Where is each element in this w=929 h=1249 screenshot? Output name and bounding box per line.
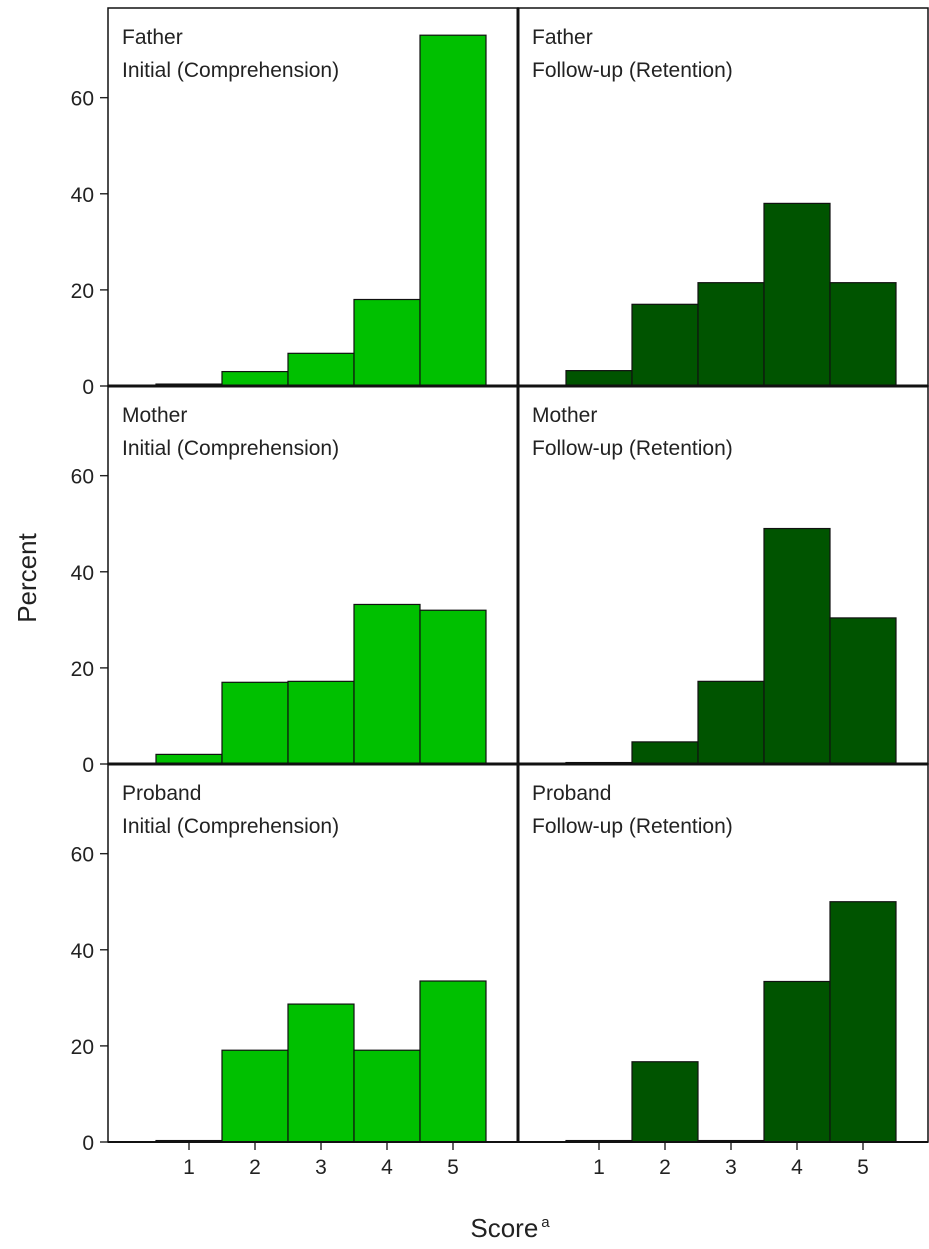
bar-proband-followup-score-4 [763, 980, 831, 1143]
panel-phase-label: Follow-up (Retention) [532, 815, 733, 838]
bar-proband-initial-score-5 [419, 980, 487, 1143]
bar-mother-initial-score-2 [221, 681, 289, 765]
bar-mother-followup-score-5 [829, 617, 897, 765]
panel-group-label: Proband [532, 782, 611, 805]
y-axis-label: Percent [12, 532, 42, 622]
panel-group-label: Proband [122, 782, 201, 805]
y-tick-label: 40 [71, 184, 94, 207]
bar-mother-initial-score-5 [419, 609, 487, 765]
bar-father-initial-score-2 [221, 370, 289, 387]
y-tick-label: 60 [71, 88, 94, 111]
panel-phase-label: Initial (Comprehension) [122, 59, 339, 82]
panel-group-label: Mother [532, 404, 597, 427]
x-tick-label: 3 [725, 1156, 737, 1179]
bar-father-initial-score-5 [419, 34, 487, 387]
x-axis-label: Score a [470, 1213, 550, 1243]
x-tick-label: 2 [249, 1156, 261, 1179]
panel-group-label: Mother [122, 404, 187, 427]
bar-proband-followup-score-5 [829, 901, 897, 1143]
bar-proband-initial-score-2 [221, 1049, 289, 1143]
x-tick-label: 5 [857, 1156, 869, 1179]
bar-father-followup-score-5 [829, 282, 897, 387]
y-tick-label: 60 [71, 466, 94, 489]
bar-proband-initial-score-3 [287, 1003, 355, 1143]
x-axis-label-superscript: a [541, 1214, 550, 1231]
x-tick-label: 5 [447, 1156, 459, 1179]
bar-mother-initial-score-4 [353, 603, 421, 765]
bar-father-followup-score-3 [697, 282, 765, 387]
y-tick-label: 40 [71, 940, 94, 963]
panel-phase-label: Initial (Comprehension) [122, 437, 339, 460]
bar-mother-followup-score-4 [763, 527, 831, 765]
x-tick-label: 1 [183, 1156, 195, 1179]
y-tick-label: 0 [82, 376, 94, 399]
x-tick-label: 1 [593, 1156, 605, 1179]
panel-phase-label: Initial (Comprehension) [122, 815, 339, 838]
y-tick-label: 20 [71, 1036, 94, 1059]
panel-group-label: Father [122, 26, 183, 49]
x-tick-label: 3 [315, 1156, 327, 1179]
panel-group-label: Father [532, 26, 593, 49]
y-tick-label: 20 [71, 658, 94, 681]
bar-father-followup-score-4 [763, 202, 831, 387]
bar-father-initial-score-3 [287, 352, 355, 387]
panel-phase-label: Follow-up (Retention) [532, 59, 733, 82]
panel-phase-label: Follow-up (Retention) [532, 437, 733, 460]
x-tick-label: 4 [791, 1156, 803, 1179]
y-tick-label: 60 [71, 844, 94, 867]
x-tick-label: 2 [659, 1156, 671, 1179]
bar-mother-initial-score-3 [287, 680, 355, 765]
y-tick-label: 0 [82, 754, 94, 777]
bar-father-followup-score-1 [565, 370, 633, 387]
x-axis-label-text: Score [470, 1213, 538, 1243]
bar-proband-followup-score-2 [631, 1061, 699, 1143]
y-tick-label: 40 [71, 562, 94, 585]
bar-father-followup-score-2 [631, 303, 699, 387]
bar-father-initial-score-4 [353, 298, 421, 387]
y-tick-label: 0 [82, 1132, 94, 1155]
x-tick-label: 4 [381, 1156, 393, 1179]
bar-mother-followup-score-3 [697, 680, 765, 765]
bar-proband-initial-score-4 [353, 1049, 421, 1143]
bar-mother-followup-score-2 [631, 741, 699, 765]
y-tick-label: 20 [71, 280, 94, 303]
